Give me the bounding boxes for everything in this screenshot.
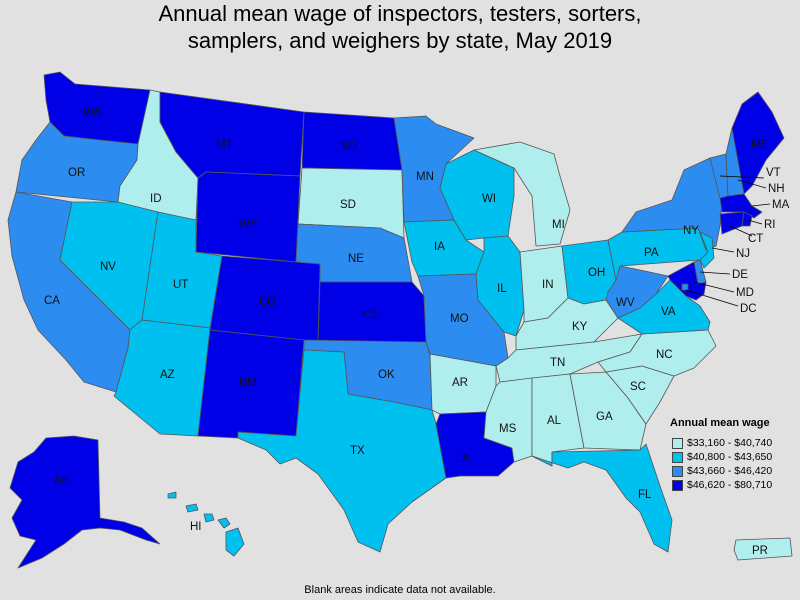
label-mi: MI <box>552 219 565 231</box>
state-dc[interactable] <box>681 283 689 291</box>
state-wy[interactable] <box>195 171 301 263</box>
state-labels: WA OR CA ID NV UT AZ MT WY CO NM ND SD N… <box>44 107 790 557</box>
state-ma[interactable] <box>719 193 763 219</box>
state-pr[interactable] <box>733 537 793 561</box>
label-co: CO <box>259 296 276 308</box>
label-ok: OK <box>378 369 395 381</box>
state-nc[interactable] <box>597 329 717 377</box>
legend-item-4: $46,620 - $80,710 <box>672 478 800 492</box>
state-nj[interactable] <box>699 231 715 269</box>
legend-swatch <box>672 479 683 491</box>
legend-item-1: $33,160 - $40,740 <box>672 436 800 450</box>
label-hi: HI <box>190 521 202 533</box>
map-title-line1: Annual mean wage of inspectors, testers,… <box>158 1 642 26</box>
label-tn: TN <box>550 357 565 369</box>
label-oh: OH <box>588 267 605 279</box>
label-ky: KY <box>572 321 588 333</box>
label-nm: NM <box>239 377 257 389</box>
label-sd: SD <box>340 199 356 211</box>
label-wy: WY <box>239 219 258 231</box>
label-pr: PR <box>752 545 768 557</box>
legend-swatch <box>672 465 683 477</box>
footnote: Blank areas indicate data not available. <box>304 584 496 596</box>
legend-label: $43,660 - $46,420 <box>687 465 773 477</box>
label-nc: NC <box>656 349 673 361</box>
state-fl[interactable] <box>531 443 673 553</box>
label-ne: NE <box>348 253 364 265</box>
label-mo: MO <box>450 313 469 325</box>
label-il: IL <box>497 283 507 295</box>
label-pa: PA <box>644 247 659 259</box>
legend-label: $40,800 - $43,650 <box>687 451 773 463</box>
label-ca: CA <box>44 295 60 307</box>
label-vt: VT <box>766 167 781 179</box>
state-me[interactable] <box>731 91 785 195</box>
label-id: ID <box>150 193 162 205</box>
label-ar: AR <box>452 377 468 389</box>
label-ia: IA <box>434 241 445 253</box>
state-mi[interactable] <box>473 141 571 247</box>
label-va: VA <box>661 306 676 318</box>
state-ms[interactable] <box>483 377 533 463</box>
label-al: AL <box>547 415 562 427</box>
state-il[interactable] <box>475 235 525 337</box>
legend-label: $33,160 - $40,740 <box>687 437 773 449</box>
label-ut: UT <box>173 279 188 291</box>
label-ct: CT <box>748 233 763 245</box>
state-ri[interactable] <box>741 211 753 227</box>
label-wv: WV <box>616 297 635 309</box>
label-wa: WA <box>83 107 101 119</box>
label-nv: NV <box>100 261 116 273</box>
label-or: OR <box>68 167 85 179</box>
state-md[interactable] <box>667 261 707 301</box>
legend-label: $46,620 - $80,710 <box>687 479 773 491</box>
state-ak[interactable] <box>9 435 161 569</box>
label-nd: ND <box>340 141 357 153</box>
map-title-line2: samplers, and weighers by state, May 201… <box>187 28 613 53</box>
map-title: Annual mean wage of inspectors, testers,… <box>0 0 800 54</box>
label-fl: FL <box>638 489 652 501</box>
label-mn: MN <box>416 171 434 183</box>
legend-swatch <box>672 451 683 463</box>
legend-title: Annual mean wage <box>670 417 770 429</box>
legend: Annual mean wage $33,160 - $40,740 $40,8… <box>670 417 800 492</box>
label-sc: SC <box>630 381 646 393</box>
label-la: LA <box>456 453 470 465</box>
label-ma: MA <box>772 199 790 211</box>
label-me: ME <box>751 139 769 151</box>
label-tx: TX <box>350 445 365 457</box>
label-ga: GA <box>596 411 613 423</box>
label-mt: MT <box>216 139 233 151</box>
label-ms: MS <box>499 423 517 435</box>
label-dc: DC <box>740 303 757 315</box>
label-in: IN <box>542 279 554 291</box>
state-tx[interactable] <box>237 349 447 553</box>
label-md: MD <box>736 287 754 299</box>
legend-item-2: $40,800 - $43,650 <box>672 450 800 464</box>
label-ks: KS <box>362 309 378 321</box>
label-ny: NY <box>683 225 699 237</box>
label-de: DE <box>732 269 748 281</box>
legend-item-3: $43,660 - $46,420 <box>672 464 800 478</box>
label-wi: WI <box>482 193 496 205</box>
leader-lines <box>685 175 771 307</box>
label-ak: AK <box>54 475 70 487</box>
label-az: AZ <box>160 369 175 381</box>
label-nj: NJ <box>736 248 750 260</box>
label-ri: RI <box>764 219 776 231</box>
state-hi[interactable] <box>167 491 245 557</box>
label-nh: NH <box>768 183 785 195</box>
legend-swatch <box>672 437 683 449</box>
